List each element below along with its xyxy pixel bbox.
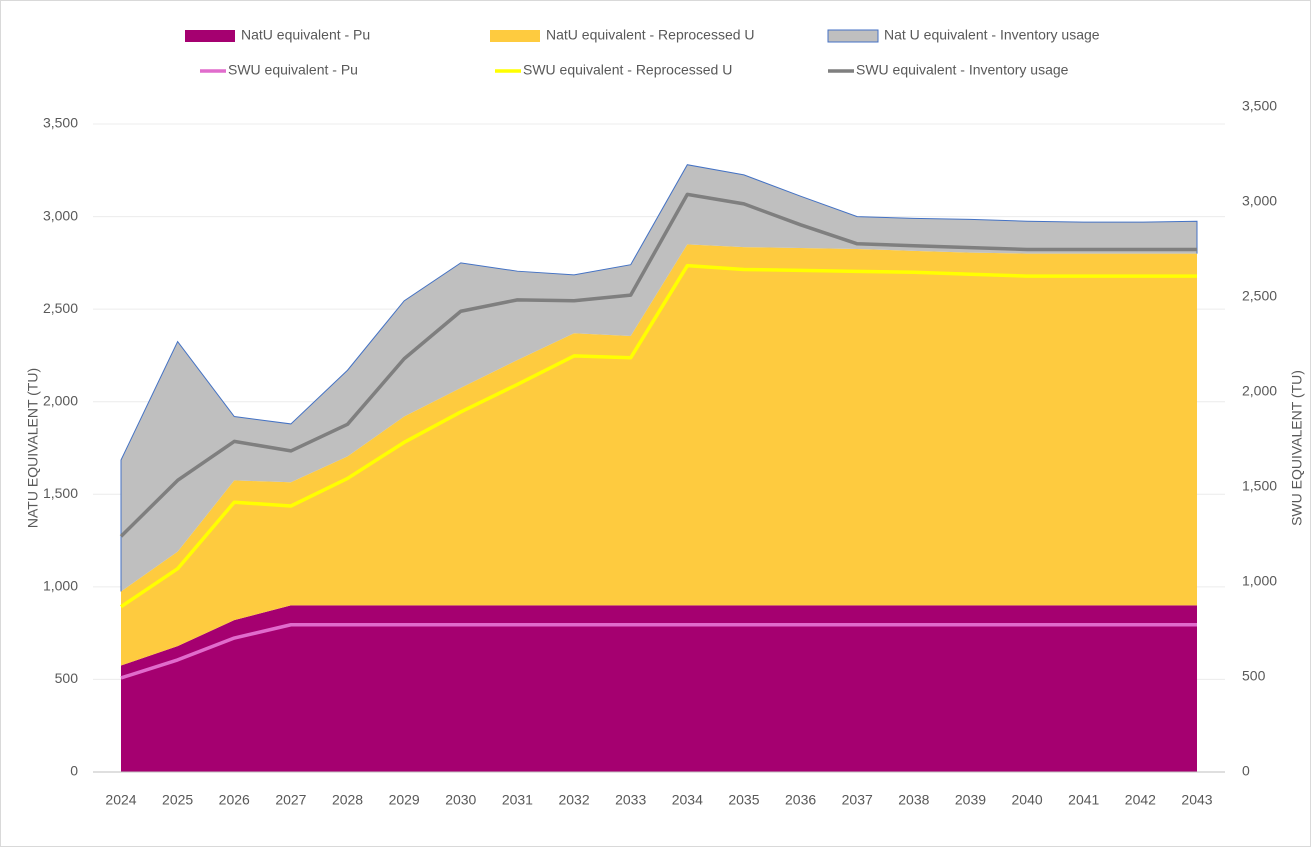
x-tick-label: 2029 [389,792,420,808]
x-tick-label: 2042 [1125,792,1156,808]
x-tick-label: 2039 [955,792,986,808]
y2-tick-label: 1,500 [1242,478,1277,494]
y2-tick-label: 3,500 [1242,98,1277,114]
line [119,192,1197,538]
y2-tick-label: 500 [1242,668,1266,684]
x-tick-label: 2025 [162,792,193,808]
x-tick-label: 2028 [332,792,363,808]
x-tick-label: 2036 [785,792,816,808]
x-tick-label: 2030 [445,792,476,808]
y-tick-label: 2,500 [43,300,78,316]
x-tick-label: 2026 [219,792,250,808]
legend-label: NatU equivalent - Pu [241,27,370,43]
legend-swatch [490,30,540,42]
line [120,623,1197,680]
x-tick-label: 2024 [105,792,136,808]
legend-swatch [185,30,235,42]
x-tick-label: 2037 [842,792,873,808]
area [121,164,1197,592]
y-tick-label: 3,000 [43,207,78,223]
y-tick-label: 1,500 [43,485,78,501]
x-tick-label: 2031 [502,792,533,808]
y2-tick-label: 2,000 [1242,383,1277,399]
y-tick-label: 3,500 [43,115,78,131]
y2-axis-label: SWU EQUIVALENT (TU) [1289,370,1305,526]
legend-label: SWU equivalent - Inventory usage [856,62,1069,78]
y-tick-label: 0 [70,763,78,779]
area [121,244,1197,666]
legend-label: Nat U equivalent - Inventory usage [884,27,1100,43]
legend-swatch [827,29,879,43]
legend-label: NatU equivalent - Reprocessed U [546,27,755,43]
y2-tick-label: 3,000 [1242,193,1277,209]
area [121,605,1197,772]
legend-label: SWU equivalent - Reprocessed U [523,62,732,78]
x-tick-label: 2038 [898,792,929,808]
y-tick-label: 1,000 [43,578,78,594]
line [120,263,1197,609]
x-tick-label: 2032 [558,792,589,808]
y-tick-label: 500 [55,670,79,686]
x-tick-label: 2035 [728,792,759,808]
x-tick-label: 2041 [1068,792,1099,808]
x-tick-label: 2043 [1181,792,1212,808]
x-tick-label: 2034 [672,792,703,808]
y2-tick-label: 1,000 [1242,573,1277,589]
y2-tick-label: 2,500 [1242,288,1277,304]
area-outline [120,164,1198,592]
x-tick-label: 2033 [615,792,646,808]
y2-tick-label: 0 [1242,763,1250,779]
x-tick-label: 2040 [1012,792,1043,808]
x-tick-label: 2027 [275,792,306,808]
y-tick-label: 2,000 [43,392,78,408]
legend-label: SWU equivalent - Pu [228,62,358,78]
y-axis-label: NATU EQUIVALENT (TU) [25,368,41,528]
